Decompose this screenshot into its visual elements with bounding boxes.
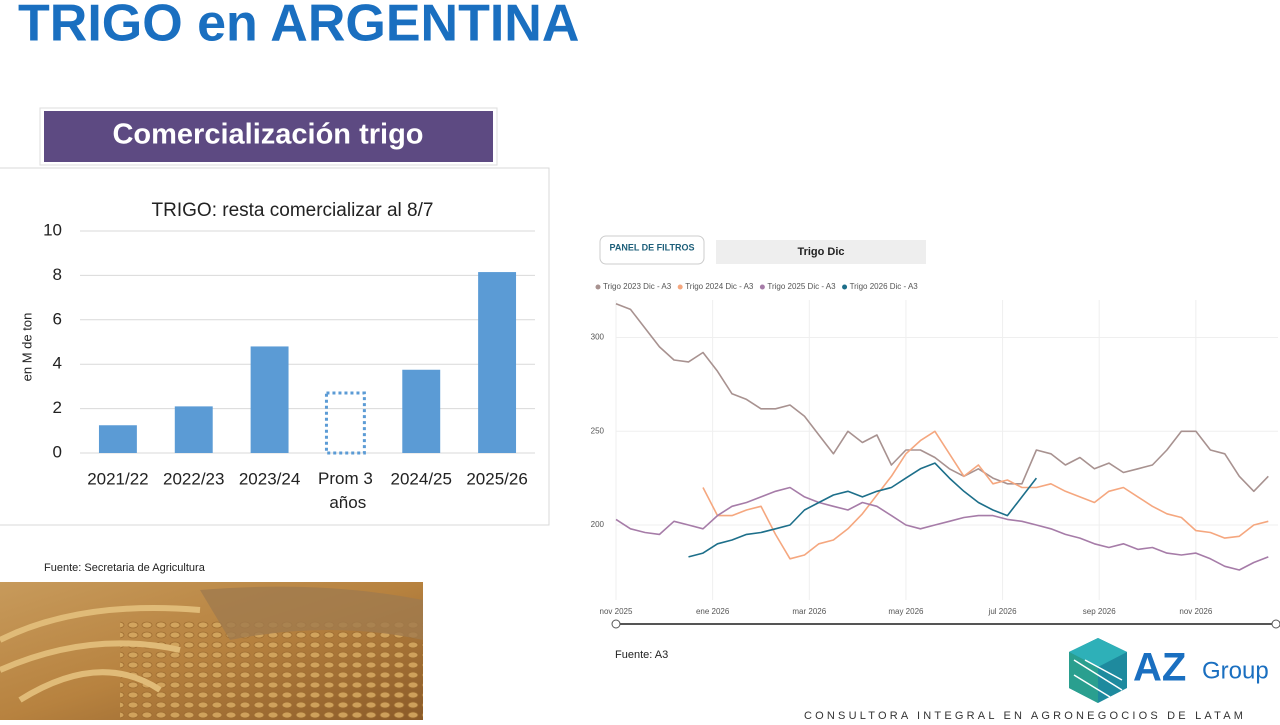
- legend-label: Trigo 2024 Dic - A3: [685, 282, 754, 291]
- logo-tagline: CONSULTORA INTEGRAL EN AGRONEGOCIOS DE L…: [804, 710, 1246, 720]
- x-tick-label: nov 2025: [600, 607, 633, 616]
- bar: [402, 369, 441, 453]
- filter-value[interactable]: Trigo Dic: [797, 246, 844, 258]
- x-tick-label: may 2026: [888, 607, 924, 616]
- logo-word: Group: [1202, 657, 1269, 684]
- legend-marker: [842, 284, 848, 290]
- y-axis-label: en M de ton: [19, 313, 34, 382]
- legend-marker: [677, 284, 683, 290]
- slide-title: TRIGO en ARGENTINA: [18, 0, 579, 53]
- wheat-photo: [0, 582, 423, 720]
- legend-label: Trigo 2026 Dic - A3: [850, 282, 919, 291]
- series-line: [702, 430, 1269, 560]
- filter-field[interactable]: [716, 240, 926, 264]
- bar: [324, 391, 366, 455]
- x-tick-label: 2025/26: [466, 469, 527, 488]
- series-line: [688, 462, 1038, 558]
- logo: [1069, 638, 1127, 703]
- bar: [174, 406, 213, 453]
- y-tick-label: 4: [53, 354, 62, 373]
- source-note: Fuente: Secretaria de Agricultura: [44, 562, 206, 574]
- x-tick-label: jul 2026: [988, 607, 1018, 616]
- chart-title: TRIGO: resta comercializar al 8/7: [152, 200, 434, 221]
- x-tick-label: nov 2026: [1179, 607, 1212, 616]
- x-tick-label: 2021/22: [87, 469, 148, 488]
- bar: [98, 425, 137, 453]
- header-box: [44, 111, 493, 162]
- x-tick-label: sep 2026: [1083, 607, 1116, 616]
- legend-marker: [759, 284, 765, 290]
- bar: [478, 272, 517, 453]
- section-header: Comercialización trigo: [112, 119, 423, 151]
- y-tick-label: 8: [53, 265, 62, 284]
- filter-button-label[interactable]: PANEL DE FILTROS: [609, 242, 694, 252]
- legend-marker: [595, 284, 601, 290]
- x-tick-label: 2022/23: [163, 469, 224, 488]
- legend-label: Trigo 2025 Dic - A3: [767, 282, 836, 291]
- bar: [250, 346, 289, 453]
- y-tick-label: 250: [591, 426, 605, 435]
- series-line: [615, 486, 1269, 571]
- x-tick-label: mar 2026: [792, 607, 826, 616]
- y-tick-label: 6: [53, 309, 62, 328]
- y-tick-label: 10: [43, 220, 62, 239]
- slider-handle[interactable]: [611, 619, 621, 629]
- legend-label: Trigo 2023 Dic - A3: [603, 282, 672, 291]
- logo-mark: AZ: [1133, 646, 1186, 690]
- y-tick-label: 2: [53, 398, 62, 417]
- source-note: Fuente: A3: [615, 649, 668, 661]
- y-tick-label: 200: [591, 520, 605, 529]
- x-tick-label: 2024/25: [391, 469, 452, 488]
- x-tick-label: 2023/24: [239, 469, 300, 488]
- series-line: [615, 303, 1269, 493]
- slider-handle[interactable]: [1271, 619, 1280, 629]
- y-tick-label: 0: [53, 442, 62, 461]
- x-tick-label: ene 2026: [696, 607, 730, 616]
- y-tick-label: 300: [591, 333, 605, 342]
- x-tick-label: Prom 3 años: [318, 469, 373, 512]
- filter-button[interactable]: [599, 235, 705, 265]
